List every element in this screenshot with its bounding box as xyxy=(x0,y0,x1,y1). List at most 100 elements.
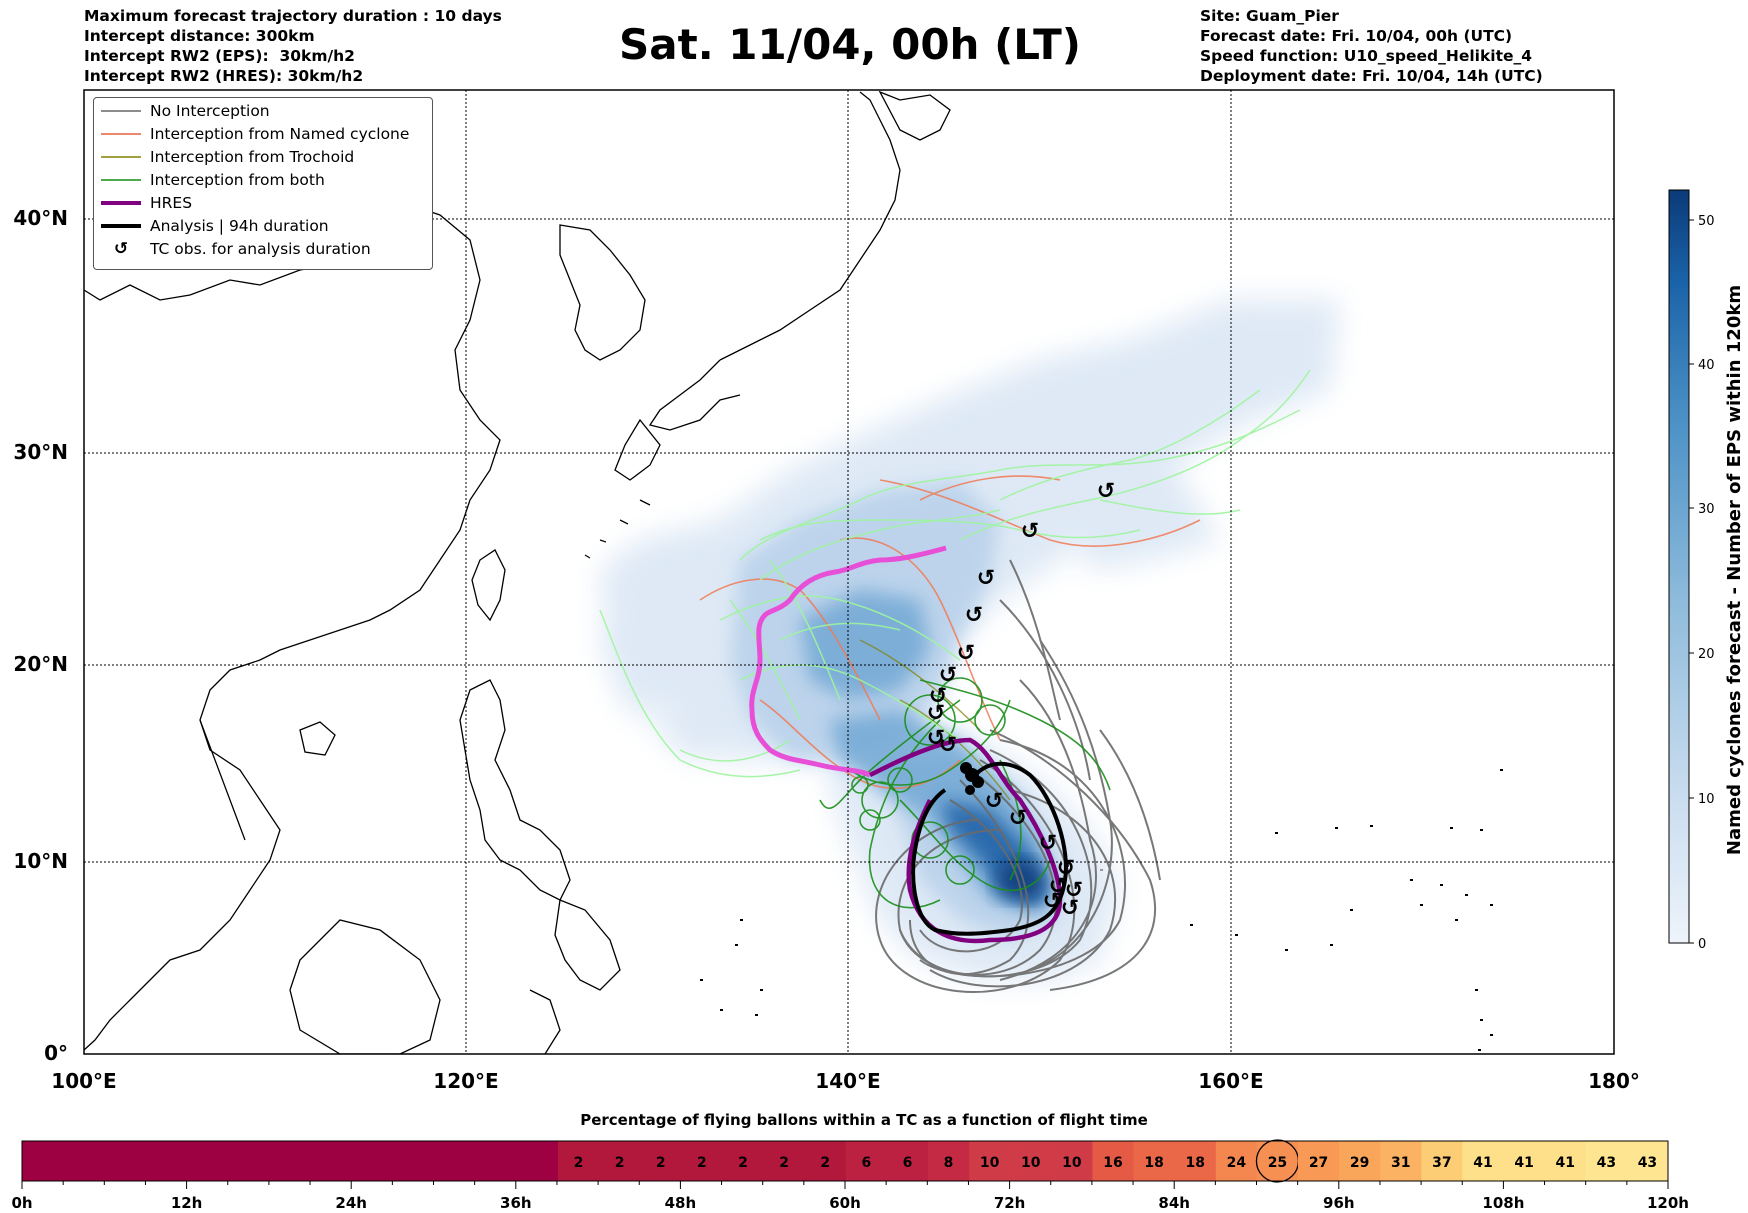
cyclone-icon: ↺ xyxy=(929,684,947,709)
timeline-cell xyxy=(1133,1141,1176,1181)
timeline-cell xyxy=(1215,1141,1258,1181)
map-legend: No Interception Interception from Named … xyxy=(93,97,433,270)
header-right-line: Site: Guam_Pier xyxy=(1200,7,1339,25)
timeline-cell-value: 43 xyxy=(1638,1155,1657,1171)
gridlines xyxy=(84,90,1614,1054)
timeline-cell-value: 10 xyxy=(980,1155,1000,1171)
timeline-cell-value: 2 xyxy=(820,1155,830,1171)
header-left-line: Intercept distance: 300km xyxy=(84,27,315,45)
legend-label: Interception from Trochoid xyxy=(150,148,355,166)
cyclone-icon: ↺ xyxy=(113,239,129,259)
colorbar-tick: 0 xyxy=(1698,937,1706,952)
colorbar: 0 10 20 30 40 50 Named cyclones forecast… xyxy=(1668,189,1745,952)
trajectory-analysis xyxy=(911,761,1068,936)
colorbar-tick: 50 xyxy=(1698,214,1715,229)
page-title: Sat. 11/04, 00h (LT) xyxy=(619,20,1081,69)
header-right-line: Speed function: U10_speed_Helikite_4 xyxy=(1200,47,1533,65)
legend-label: HRES xyxy=(150,194,193,212)
legend-label: No Interception xyxy=(150,102,270,120)
timeline-tick-label: 48h xyxy=(665,1194,697,1212)
timeline-cell-value: 27 xyxy=(1309,1155,1328,1171)
lat-tick-label: 20°N xyxy=(13,652,68,676)
timeline-ticks: 0h 12h 24h 36h 48h 60h 72h 84h 96h 108h … xyxy=(11,1194,1689,1212)
timeline-cell xyxy=(1626,1141,1669,1181)
timeline-cell xyxy=(1544,1141,1587,1181)
legend-item: Interception from Trochoid xyxy=(94,146,354,168)
legend-item: HRES xyxy=(94,192,192,214)
timeline-tick-label: 84h xyxy=(1158,1194,1190,1212)
timeline-cell xyxy=(599,1141,641,1181)
timeline-cell-value: 10 xyxy=(1062,1155,1082,1171)
map-plot-area: ↺ ↺ ↺ ↺ ↺ ↺ ↺ ↺ ↺ ↺ ↺ ↺ ↺ ↺ ↺ ↺ ↺ ↺ xyxy=(84,90,1614,1054)
lat-tick-label: 30°N xyxy=(13,440,68,464)
timeline-cell xyxy=(558,1141,600,1181)
timeline-cell xyxy=(886,1141,929,1181)
timeline-cell xyxy=(640,1141,682,1181)
timeline-cell xyxy=(1585,1141,1628,1181)
legend-item: Interception from Named cyclone xyxy=(94,123,409,145)
timeline-cell xyxy=(1462,1141,1505,1181)
lat-tick-label: 10°N xyxy=(13,849,68,873)
lon-tick-label: 120°E xyxy=(433,1069,498,1093)
cyclone-icon: ↺ xyxy=(1009,806,1027,831)
timeline-cell-value: 8 xyxy=(944,1155,954,1171)
lat-tick-label: 0° xyxy=(44,1041,68,1065)
map-frame xyxy=(83,89,1615,1055)
timeline-cell-value: 2 xyxy=(697,1155,707,1171)
timeline-cell-value: 2 xyxy=(738,1155,748,1171)
timeline-cell xyxy=(1339,1141,1381,1181)
timeline-cell xyxy=(1298,1141,1340,1181)
lon-tick-label: 140°E xyxy=(815,1069,880,1093)
cyclone-icon: ↺ xyxy=(1065,878,1083,903)
timeline-cell xyxy=(845,1141,888,1181)
cyclone-icon: ↺ xyxy=(977,566,995,591)
timeline-tick-label: 120h xyxy=(1647,1194,1689,1212)
timeline-cell xyxy=(722,1141,765,1181)
timeline-cell-value: 6 xyxy=(861,1155,871,1171)
timeline-cell-value: 6 xyxy=(903,1155,913,1171)
timeline-cell-value: 41 xyxy=(1473,1155,1492,1171)
timeline-tick-label: 24h xyxy=(335,1194,367,1212)
cyclone-icon: ↺ xyxy=(939,733,957,758)
timeline-cell-value: 18 xyxy=(1144,1155,1163,1171)
timeline-cell-value: 2 xyxy=(574,1155,584,1171)
timeline-tick-label: 12h xyxy=(171,1194,203,1212)
cyclone-icon: ↺ xyxy=(927,726,945,751)
trajectory-light-green xyxy=(599,369,1311,778)
colorbar-tick: 40 xyxy=(1698,358,1715,373)
timeline-cells: 2 2 2 2 2 2 2 6 6 8 10 10 10 16 18 18 24 25 27 29 31 37 41 41 41… xyxy=(558,1139,1669,1183)
timeline-cell-value: 24 xyxy=(1227,1155,1247,1171)
legend-label: Interception from Named cyclone xyxy=(150,125,410,143)
colorbar-tick: 30 xyxy=(1698,502,1715,517)
timeline-tick-label: 108h xyxy=(1482,1194,1524,1212)
timeline-leading-segment xyxy=(22,1141,558,1181)
lon-tick-labels: 100°E 120°E 140°E 160°E 180° xyxy=(51,1069,1640,1093)
timeline-cell xyxy=(804,1141,847,1181)
timeline-cell xyxy=(1503,1141,1546,1181)
analysis-dots xyxy=(960,762,984,795)
cyclone-icon: ↺ xyxy=(927,701,945,726)
timeline-cell-value: 37 xyxy=(1432,1155,1451,1171)
colorbar-tick: 20 xyxy=(1698,647,1715,662)
cyclone-icon: ↺ xyxy=(965,603,983,628)
timeline-cell-value: 31 xyxy=(1391,1155,1410,1171)
colorbar-tick: 10 xyxy=(1698,792,1715,807)
timeline-cell-value: 10 xyxy=(1021,1155,1041,1171)
timeline-cell xyxy=(763,1141,806,1181)
timeline-cell-value: 16 xyxy=(1103,1155,1122,1171)
legend-label: Interception from both xyxy=(150,171,325,189)
lat-tick-labels: 0° 10°N 20°N 30°N 40°N xyxy=(13,206,68,1065)
header-right-line: Forecast date: Fri. 10/04, 00h (UTC) xyxy=(1200,27,1513,45)
timeline-cell xyxy=(1092,1141,1135,1181)
timeline-cell xyxy=(928,1141,970,1181)
header-right-line: Deployment date: Fri. 10/04, 14h (UTC) xyxy=(1200,67,1543,85)
cyclone-icon: ↺ xyxy=(1061,896,1079,921)
colorbar-ticks: 0 10 20 30 40 50 xyxy=(1689,214,1715,952)
cyclone-icon: ↺ xyxy=(1039,831,1057,856)
timeline-tick-label: 0h xyxy=(11,1194,32,1212)
timeline-cell xyxy=(1174,1141,1217,1181)
timeline-tick-label: 36h xyxy=(500,1194,532,1212)
lon-tick-label: 160°E xyxy=(1198,1069,1263,1093)
timeline-cell-value: 2 xyxy=(656,1155,666,1171)
